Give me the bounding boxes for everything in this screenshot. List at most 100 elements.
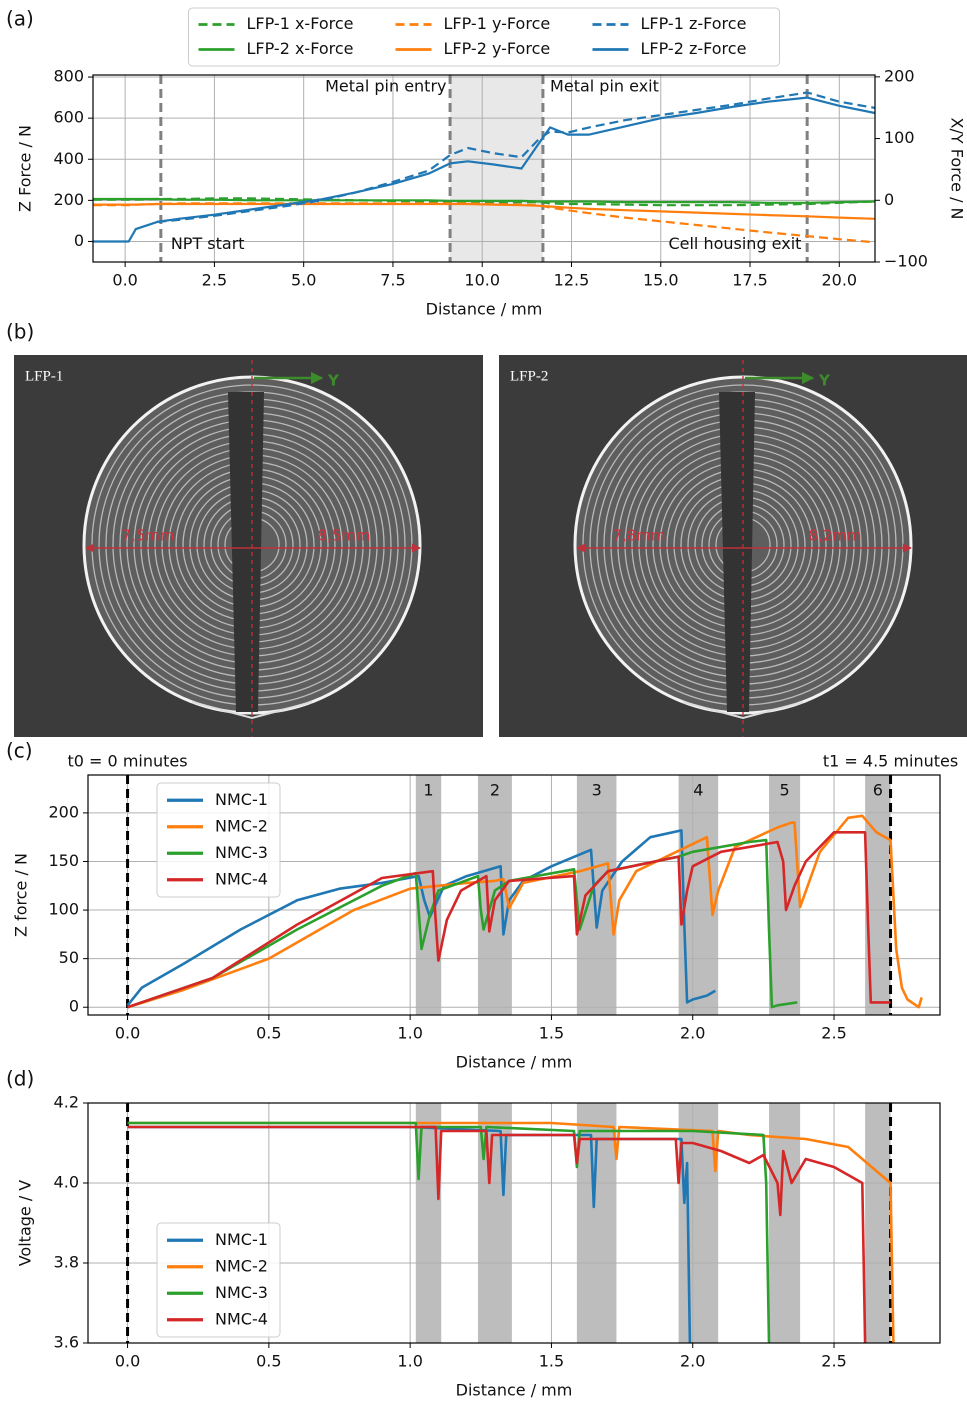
legend-label: NMC-1 <box>215 790 268 809</box>
x-tick-label: 1.0 <box>397 1352 422 1371</box>
x-tick-label: 0.0 <box>115 1352 140 1371</box>
panel-label: (c) <box>6 739 33 763</box>
x-tick-label: 20.0 <box>821 271 857 290</box>
arrow-label: Y <box>818 372 831 390</box>
series-line <box>93 197 875 204</box>
image-label: LFP-2 <box>510 368 548 384</box>
legend-label: LFP-1 y-Force <box>444 14 551 33</box>
axes-frame <box>87 774 941 1016</box>
legend-label: NMC-3 <box>215 843 268 862</box>
series-line <box>127 1125 867 1343</box>
y-axis-label: Z Force / N <box>16 125 35 212</box>
series-line <box>93 202 875 220</box>
legend-label: NMC-2 <box>215 1256 268 1275</box>
x-tick-label: 2.5 <box>821 1024 846 1043</box>
vertical-marker-label: t1 = 4.5 minutes <box>823 752 958 771</box>
band-label: 2 <box>490 781 500 800</box>
annotation: NPT start <box>171 234 245 253</box>
y-tick-label: 600 <box>53 108 84 127</box>
x-tick-label: 5.0 <box>291 271 316 290</box>
legend-label: NMC-2 <box>215 816 268 835</box>
x-tick-label: 2.5 <box>202 271 227 290</box>
band-label: 5 <box>779 781 789 800</box>
x-axis-label: Distance / mm <box>426 300 543 319</box>
width-label: 7,8mm <box>612 527 665 545</box>
y-tick-label: 50 <box>59 948 79 967</box>
y-tick-label: 0 <box>74 231 84 250</box>
y2-tick-label: −100 <box>884 252 928 271</box>
y-tick-label: 400 <box>53 149 84 168</box>
shaded-band <box>450 75 543 262</box>
x-axis-label: Distance / mm <box>456 1053 573 1072</box>
shaded-band <box>769 1103 801 1343</box>
y-tick-label: 0 <box>69 997 79 1016</box>
x-tick-label: 1.5 <box>539 1024 564 1043</box>
panel-label: (d) <box>6 1067 34 1091</box>
y2-axis-label: X/Y Force / N <box>948 117 967 219</box>
x-tick-label: 2.0 <box>680 1352 705 1371</box>
axes-frame <box>92 74 876 263</box>
x-tick-label: 0.0 <box>112 271 137 290</box>
y-tick-label: 100 <box>48 900 79 919</box>
series-line <box>127 1121 771 1343</box>
band-label: 4 <box>693 781 703 800</box>
series-line <box>126 829 716 1007</box>
legend-label: LFP-1 z-Force <box>641 14 747 33</box>
legend-label: LFP-2 x-Force <box>247 39 354 58</box>
ct-image: LFP-1 Y 7,5mm 8,5mm <box>14 355 483 737</box>
legend-label: NMC-1 <box>215 1230 268 1249</box>
series-line <box>127 831 891 1009</box>
y-tick-label: 3.8 <box>54 1253 79 1272</box>
y-tick-label: 800 <box>53 67 84 86</box>
y-tick-label: 150 <box>48 851 79 870</box>
series-line <box>127 1121 895 1343</box>
legend-label: NMC-4 <box>215 869 268 888</box>
cell-tip <box>191 701 313 720</box>
legend-box <box>156 1222 281 1338</box>
series-line <box>157 91 875 223</box>
width-label: 7,5mm <box>121 527 174 545</box>
x-tick-label: 0.5 <box>256 1352 281 1371</box>
width-label: 8,5mm <box>317 527 370 545</box>
series-line <box>127 1125 692 1343</box>
cell-tip <box>682 701 804 720</box>
x-axis-label: Distance / mm <box>456 1381 573 1400</box>
x-tick-label: 7.5 <box>380 271 405 290</box>
band-label: 6 <box>873 781 883 800</box>
shaded-band <box>865 1103 891 1343</box>
y-axis-label: Z force / N <box>12 853 31 937</box>
axes-frame <box>87 1102 941 1344</box>
legend-box <box>188 7 780 67</box>
x-tick-label: 1.0 <box>397 1024 422 1043</box>
y-tick-label: 4.2 <box>54 1093 79 1112</box>
y2-tick-label: 100 <box>884 128 915 147</box>
legend-label: LFP-2 z-Force <box>641 39 747 58</box>
x-tick-label: 12.5 <box>554 271 590 290</box>
x-tick-label: 0.0 <box>115 1024 140 1043</box>
x-tick-label: 0.5 <box>256 1024 281 1043</box>
y-tick-label: 3.6 <box>54 1333 79 1352</box>
panel-label: (a) <box>6 7 34 31</box>
x-tick-label: 15.0 <box>643 271 679 290</box>
width-label: 8,2mm <box>808 527 861 545</box>
image-label: LFP-1 <box>25 368 63 384</box>
annotation: Cell housing exit <box>668 234 801 253</box>
annotation: Metal pin entry <box>325 77 446 96</box>
ct-image: LFP-2 Y 7,8mm 8,2mm <box>499 355 967 737</box>
band-label: 3 <box>592 781 602 800</box>
legend-label: LFP-2 y-Force <box>444 39 551 58</box>
x-tick-label: 10.0 <box>464 271 500 290</box>
y2-tick-label: 0 <box>884 190 894 209</box>
x-tick-label: 2.5 <box>821 1352 846 1371</box>
x-tick-label: 17.5 <box>732 271 768 290</box>
legend-label: NMC-4 <box>215 1309 268 1328</box>
y-tick-label: 200 <box>48 802 79 821</box>
panel-label: (b) <box>6 320 34 344</box>
arrow-label: Y <box>327 372 340 390</box>
y-tick-label: 200 <box>53 190 84 209</box>
x-tick-label: 2.0 <box>680 1024 705 1043</box>
legend-label: LFP-1 x-Force <box>247 14 354 33</box>
series-line <box>93 96 875 243</box>
band-label: 1 <box>423 781 433 800</box>
